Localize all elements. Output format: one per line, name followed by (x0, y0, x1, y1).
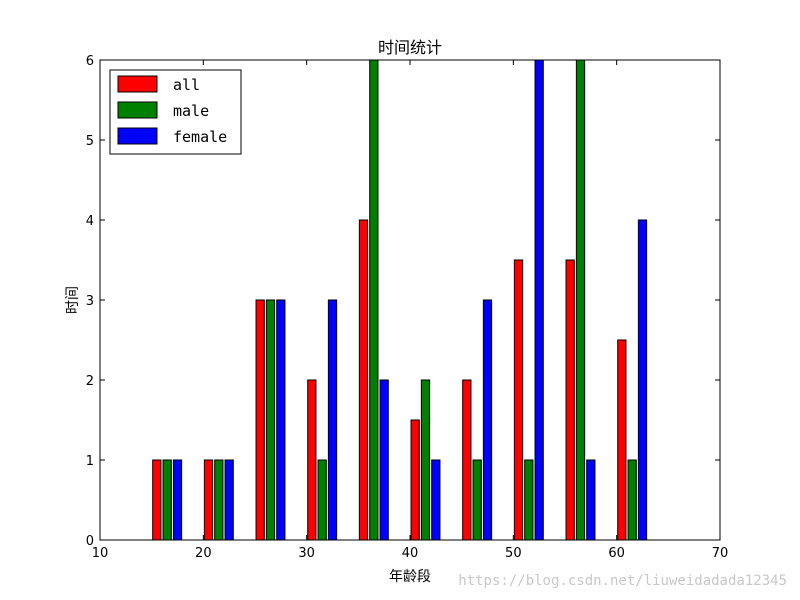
chart-title: 时间统计 (378, 38, 442, 57)
bar-female-50 (534, 59, 544, 541)
x-tick-label: 50 (505, 546, 522, 561)
bar-all-35 (358, 219, 369, 541)
bar-male-35 (369, 59, 379, 541)
bar-female-20 (224, 459, 234, 541)
bar-all-60 (617, 339, 627, 541)
y-tick-label: 3 (86, 294, 94, 309)
x-tick-label: 60 (608, 546, 625, 561)
legend-swatch-female (117, 127, 158, 145)
x-tick-label: 70 (712, 546, 729, 561)
bar-male-20 (214, 459, 224, 541)
y-tick-label: 0 (86, 534, 94, 549)
bar-all-55 (565, 259, 575, 541)
bar-all-30 (307, 379, 317, 541)
bar-female-40 (431, 459, 441, 541)
legend-label-male: male (173, 102, 209, 120)
bar-male-55 (575, 59, 586, 541)
bar-male-25 (265, 299, 276, 541)
y-tick-label: 2 (86, 374, 94, 389)
x-axis-label: 年龄段 (389, 569, 431, 585)
bar-all-15 (152, 459, 162, 541)
legend-label-female: female (173, 128, 227, 146)
bar-male-15 (162, 459, 172, 541)
bar-female-35 (379, 379, 389, 541)
x-tick-label: 40 (402, 546, 419, 561)
x-tick-label: 10 (92, 546, 109, 561)
bar-male-40 (420, 379, 431, 541)
bar-male-60 (627, 459, 637, 541)
bar-female-55 (586, 459, 596, 541)
y-tick-label: 1 (86, 454, 94, 469)
bar-male-30 (317, 459, 327, 541)
bar-female-45 (482, 299, 493, 541)
bar-female-60 (637, 219, 648, 541)
y-tick-label: 6 (86, 54, 94, 69)
x-tick-label: 20 (195, 546, 212, 561)
y-tick-label: 5 (86, 134, 94, 149)
bar-all-40 (410, 419, 420, 541)
y-tick-label: 4 (86, 214, 94, 229)
bar-all-50 (513, 259, 524, 541)
bar-all-25 (255, 299, 265, 541)
y-axis-ticks: 0 1 2 3 4 5 6 (86, 54, 720, 549)
x-tick-label: 30 (298, 546, 315, 561)
legend-swatch-all (117, 75, 158, 93)
legend: all male female (109, 69, 242, 155)
y-axis-label: 时间 (65, 286, 81, 314)
bar-female-15 (172, 459, 183, 541)
bar-male-45 (472, 459, 482, 541)
bar-male-50 (524, 459, 534, 541)
legend-swatch-male (117, 101, 158, 119)
bar-all-45 (462, 379, 472, 541)
bar-female-30 (327, 299, 338, 541)
x-axis-ticks: 10 20 30 40 50 60 70 (92, 60, 729, 561)
watermark-text: https://blog.csdn.net/liuweidadada12345 (458, 573, 787, 589)
bar-all-20 (203, 459, 214, 541)
legend-label-all: all (173, 76, 200, 94)
bar-female-25 (276, 299, 286, 541)
